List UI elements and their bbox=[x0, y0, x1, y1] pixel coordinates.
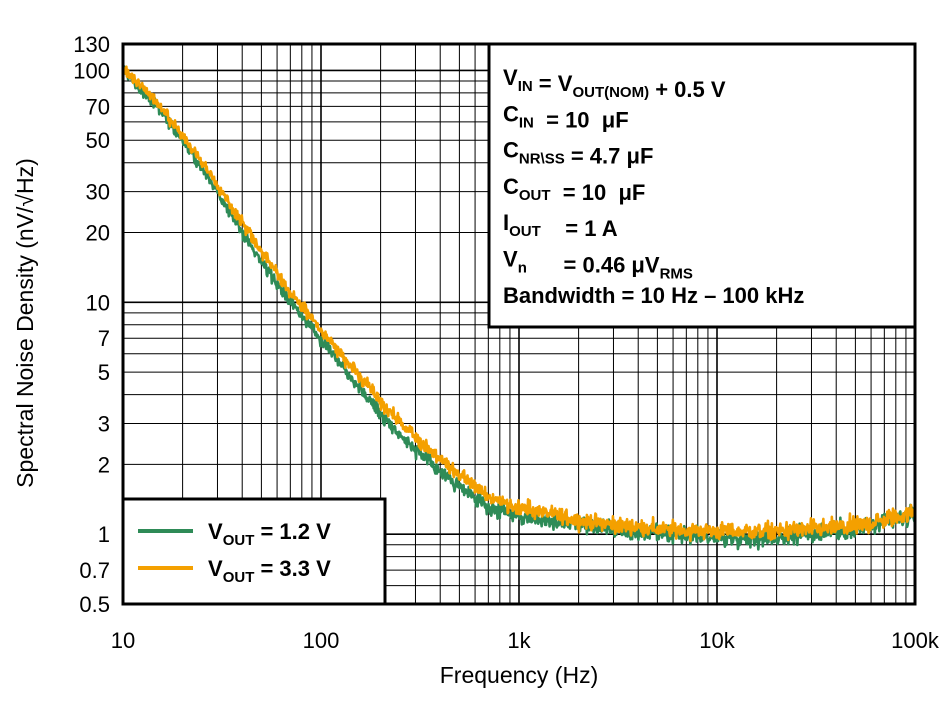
y-tick-label: 2 bbox=[98, 452, 110, 477]
series-layer bbox=[121, 65, 917, 551]
y-tick-label: 20 bbox=[86, 221, 110, 246]
y-tick-label: 50 bbox=[86, 128, 110, 153]
legend-label: VOUT = 3.3 V bbox=[208, 556, 331, 586]
y-tick-label: 10 bbox=[86, 290, 110, 315]
x-tick-label: 10 bbox=[111, 628, 135, 653]
y-tick-label: 5 bbox=[98, 360, 110, 385]
legend: VOUT = 1.2 V VOUT = 3.3 V bbox=[121, 497, 387, 606]
y-tick-label: 1 bbox=[98, 522, 110, 547]
y-tick-label: 0.7 bbox=[79, 558, 110, 583]
x-tick-label: 100k bbox=[891, 628, 940, 653]
y-tick-label: 3 bbox=[98, 412, 110, 437]
x-tick-label: 1k bbox=[507, 628, 531, 653]
x-tick-label: 100 bbox=[303, 628, 340, 653]
y-tick-label: 100 bbox=[73, 58, 110, 83]
series-line-2 bbox=[121, 65, 917, 543]
y-tick-label: 130 bbox=[73, 32, 110, 57]
condition-line: Vn = 0.46 μVRMS bbox=[503, 247, 693, 283]
condition-line: Bandwidth = 10 Hz – 100 kHz bbox=[503, 283, 804, 308]
x-tick-label: 10k bbox=[699, 628, 735, 653]
legend-frame bbox=[121, 497, 387, 606]
y-tick-label: 30 bbox=[86, 180, 110, 205]
condition-line: COUT = 10 μF bbox=[503, 174, 645, 205]
condition-line: CNR\SS = 4.7 μF bbox=[503, 138, 653, 169]
condition-line: CIN = 10 μF bbox=[503, 101, 629, 132]
y-tick-label: 0.5 bbox=[79, 592, 110, 617]
conditions-box-frame bbox=[487, 42, 917, 329]
condition-line: IOUT = 1 A bbox=[503, 210, 618, 241]
x-axis-title: Frequency (Hz) bbox=[440, 662, 598, 688]
tick-labels: 10 100 1k 10k 100k0.50.712357102030507010013… bbox=[73, 32, 940, 653]
y-tick-label: 7 bbox=[98, 326, 110, 351]
legend-label: VOUT = 1.2 V bbox=[208, 519, 331, 549]
y-tick-label: 70 bbox=[86, 94, 110, 119]
condition-line: VIN = VOUT(NOM) + 0.5 V bbox=[503, 65, 726, 102]
y-axis-title: Spectral Noise Density (nV/√Hz) bbox=[12, 158, 38, 488]
